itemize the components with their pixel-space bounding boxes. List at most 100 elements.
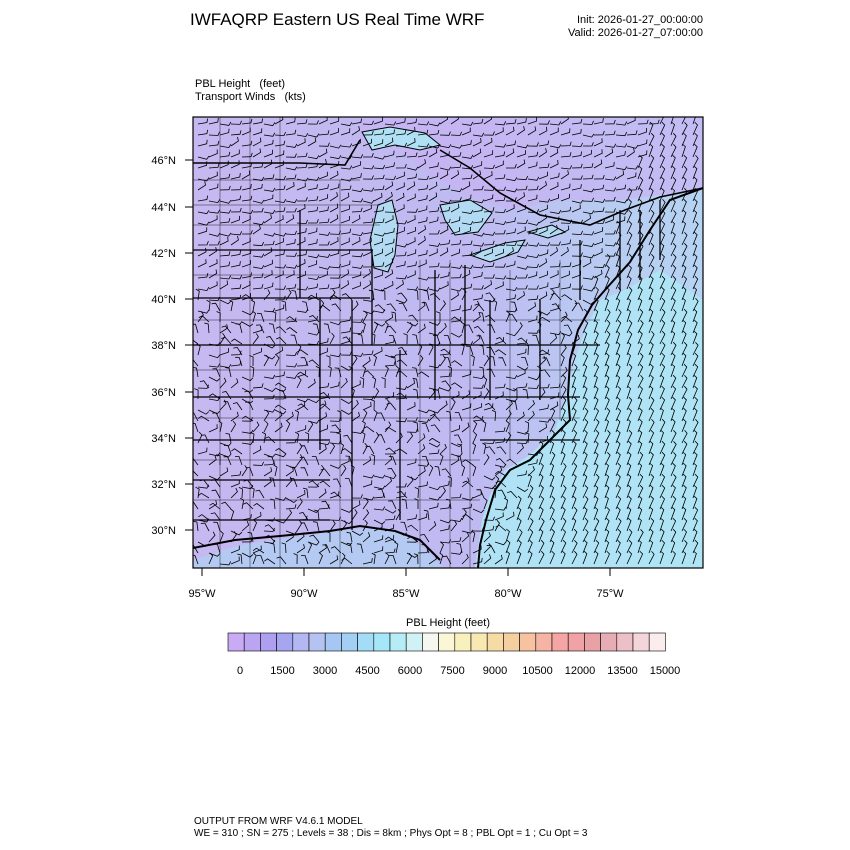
wind-barb [593,352,599,367]
wind-barb [241,310,254,316]
wind-barb [340,327,352,334]
wind-barb [494,519,500,532]
wind-barb [593,297,599,312]
wind-barb [450,248,460,257]
wind-barb [527,410,535,422]
wind-barb [272,310,277,323]
wind-barb [296,182,306,191]
wind-barb [615,462,622,477]
wind-barb [440,348,452,356]
wind-barb [527,539,533,554]
wind-barb [681,132,687,147]
wind-barb [239,497,245,510]
wind-barb [241,387,254,393]
wind-barb [193,457,199,466]
wind-barb [373,409,378,422]
wind-barb [648,473,655,488]
wind-barb [296,237,306,246]
wind-barb [263,343,276,349]
wind-barb [593,451,599,466]
wind-barb [604,297,609,312]
lat-label-42: 42°N [151,248,176,260]
wind-barb [321,500,331,510]
wind-barb [560,206,572,213]
wind-barb [483,274,495,279]
wind-barb [362,280,372,290]
wind-barb [549,383,561,389]
wind-barb [318,544,327,554]
wind-barb [626,484,632,499]
wind-barb [219,173,231,180]
wind-barb [648,209,655,224]
wind-barb [230,195,242,202]
wind-barb [420,533,430,543]
wind-barb [604,176,617,181]
wind-barb [329,263,342,269]
colorbar-tick-label: 1500 [270,665,294,677]
wind-barb [681,341,688,356]
wind-barb [648,220,655,235]
wind-barb [241,415,254,422]
wind-barb [461,251,473,257]
lat-label-34: 34°N [151,433,176,445]
wind-barb [670,198,676,213]
wind-barb [219,467,229,477]
wind-barb [297,403,309,411]
wind-barb [571,473,577,488]
wind-barb [462,514,474,521]
map-title: IWFAQRP Eastern US Real Time WRF [190,10,485,29]
wind-barb [659,199,666,213]
wind-barb [626,264,632,279]
wind-barb [593,248,603,257]
wind-barb [450,170,460,180]
lon-label-85: 85°W [392,588,420,600]
wind-barb [241,260,252,268]
wind-barb [494,275,507,280]
wind-barb [505,204,515,213]
wind-barb [418,371,430,378]
wind-barb [197,286,210,292]
wind-barb [329,381,340,389]
wind-barb [505,550,510,565]
wind-barb [439,271,450,279]
wind-barb [286,316,298,323]
wind-barb [340,552,346,565]
wind-barb [413,289,419,301]
wind-barb [439,151,450,158]
wind-barb [373,192,383,202]
wind-barb [681,396,687,411]
wind-barb [582,287,595,292]
lon-label-95: 95°W [188,588,216,600]
wind-barb [615,518,622,532]
wind-barb [193,339,199,345]
wind-barb [384,227,395,235]
wind-barb [329,214,339,224]
wind-barb [498,357,507,367]
wind-barb [456,543,463,554]
wind-barb [604,550,610,565]
wind-barb [361,321,366,334]
wind-barb [615,374,621,389]
wind-barb [340,260,351,268]
wind-barb [648,187,654,202]
wind-barb [626,198,632,213]
wind-barb [615,550,622,565]
wind-barb [494,248,504,257]
wind-barb [285,438,297,444]
wind-barb [278,390,287,400]
wind-barb [406,137,416,147]
wind-barb [582,319,589,334]
wind-barb [604,374,610,389]
wind-barb [659,165,666,180]
wind-barb [285,509,293,521]
wind-barb [561,294,573,301]
wind-barb [670,363,676,378]
wind-barb [351,173,362,180]
wind-barb [351,187,364,193]
wind-barb [505,332,518,337]
wind-barb [571,364,578,378]
wind-barb [560,239,572,246]
wind-barb [373,506,386,511]
wind-barb [434,389,441,400]
wind-barb [252,552,257,565]
